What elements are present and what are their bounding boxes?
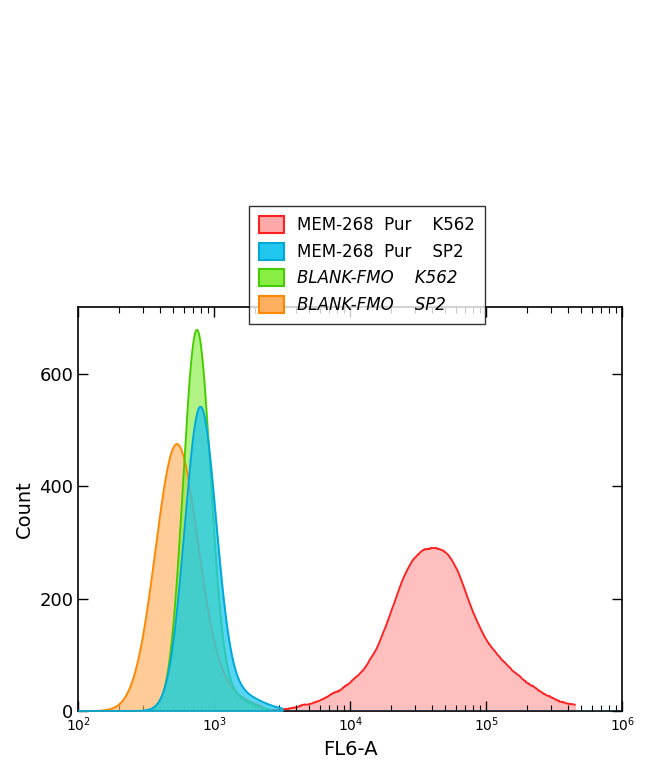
Legend: MEM-268  Pur    K562, MEM-268  Pur    SP2, BLANK-FMO    K562, BLANK-FMO    SP2: MEM-268 Pur K562, MEM-268 Pur SP2, BLANK… [248, 206, 485, 324]
Y-axis label: Count: Count [15, 480, 34, 538]
X-axis label: FL6-A: FL6-A [323, 740, 378, 759]
